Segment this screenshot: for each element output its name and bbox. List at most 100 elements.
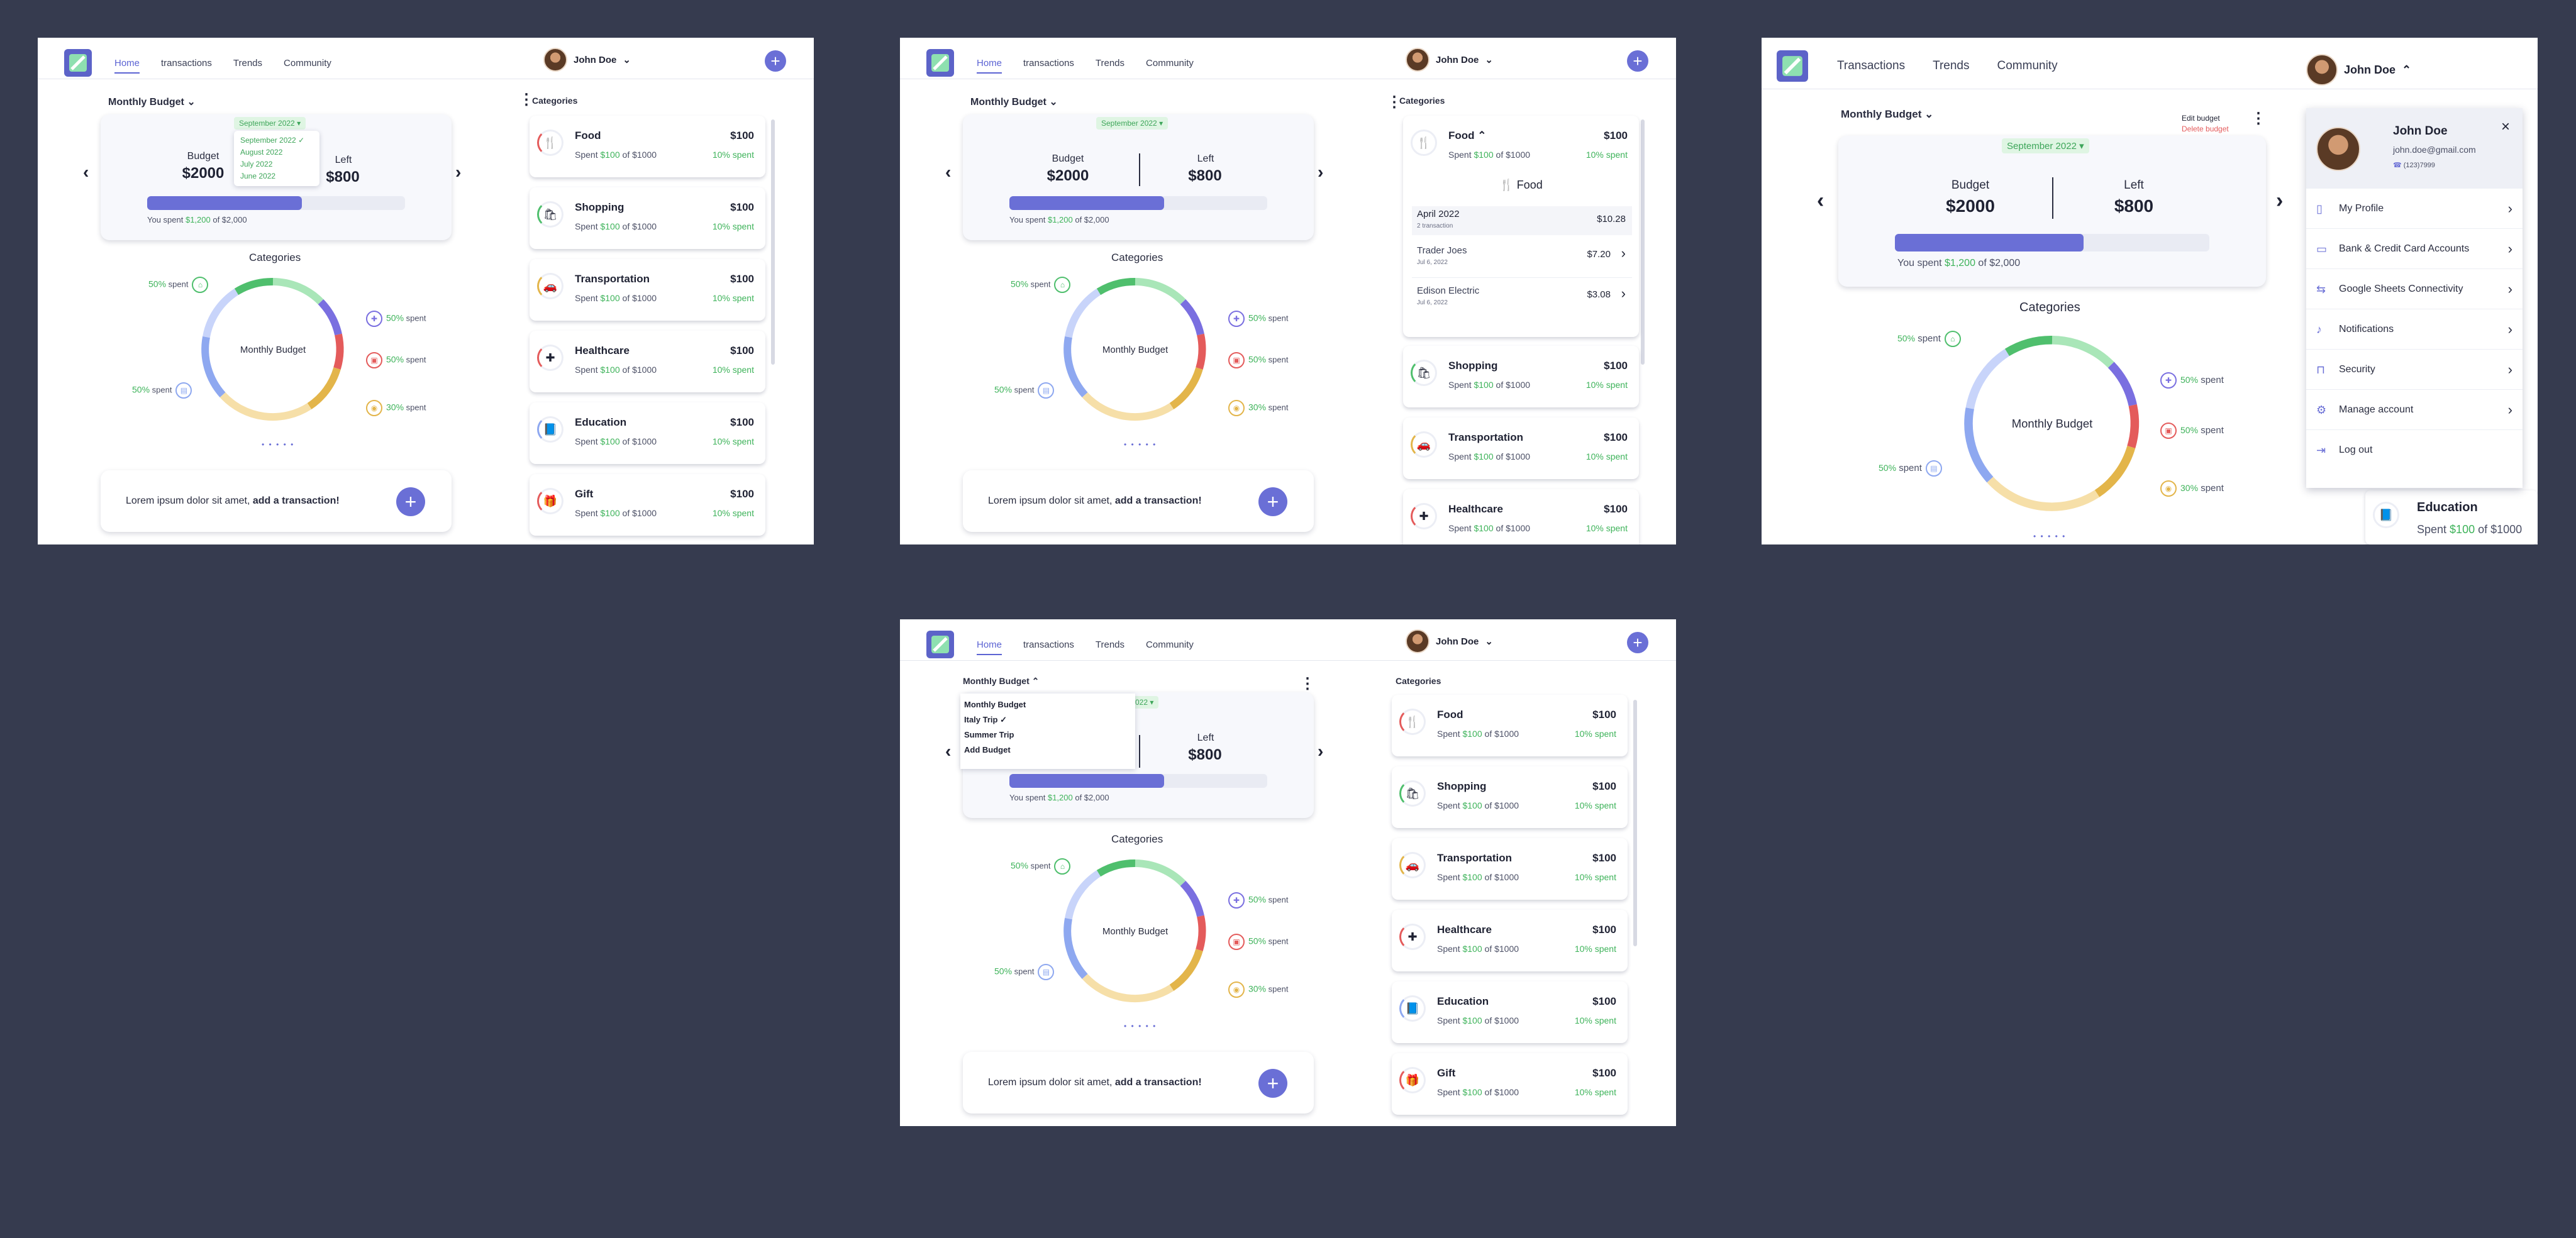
month-option[interactable]: June 2022 (240, 172, 276, 180)
category-card[interactable]: 🎁 Gift Spent $100 of $1000 $100 10% spent (530, 474, 765, 536)
transaction-row[interactable]: Trader Joes Jul 6, 2022 $7.20 › (1412, 241, 1632, 278)
next-arrow-icon[interactable]: › (1318, 741, 1324, 761)
category-card[interactable]: 🛍 Shopping Spent $100 of $1000 $100 10% spen… (1403, 346, 1639, 407)
budget-option[interactable]: Summer Trip (964, 730, 1014, 739)
app-logo[interactable] (926, 631, 954, 658)
category-amount: $100 (1592, 995, 1616, 1007)
transaction-row[interactable]: Edison Electric Jul 6, 2022 $3.08 › (1412, 282, 1632, 318)
scrollbar[interactable] (1641, 119, 1645, 365)
scrollbar[interactable] (1633, 700, 1637, 946)
category-card[interactable]: ✚ Healthcare Spent $100 of $1000 $100 10% sp… (1392, 910, 1628, 971)
nav-trends[interactable]: Trends (1933, 59, 1970, 72)
add-transaction-button[interactable]: + (396, 487, 425, 516)
add-button[interactable]: + (765, 50, 786, 72)
month-option[interactable]: September 2022 ✓ (240, 136, 305, 145)
menu-log-out[interactable]: ⇥ Log out (2306, 430, 2523, 470)
nav-community[interactable]: Community (284, 58, 331, 69)
delete-budget-option[interactable]: Delete budget (2182, 124, 2229, 133)
nav-community[interactable]: Community (1146, 639, 1194, 650)
nav-trends[interactable]: Trends (233, 58, 263, 69)
user-menu[interactable]: John Doe ⌄ (1406, 629, 1493, 653)
add-transaction-button[interactable]: + (1258, 487, 1287, 516)
budget-option[interactable]: Add Budget (964, 745, 1011, 754)
user-menu[interactable]: John Doe ⌄ (543, 48, 631, 72)
nav-community[interactable]: Community (1146, 58, 1194, 69)
category-card[interactable]: 🛍 Shopping Spent $100 of $1000 $100 10% spen… (530, 187, 765, 249)
user-menu[interactable]: John Doe ⌃ (2306, 54, 2411, 86)
category-amount: $100 (1592, 924, 1616, 936)
scrollbar[interactable] (771, 119, 775, 365)
menu-google-sheets[interactable]: ⇆ Google Sheets Connectivity › (2306, 269, 2523, 309)
edit-budget-option[interactable]: Edit budget (2182, 114, 2220, 123)
next-arrow-icon[interactable]: › (2276, 189, 2284, 213)
category-card[interactable]: 🛍 Shopping Spent $100 of $1000 $100 10% spen… (1392, 766, 1628, 828)
prev-arrow-icon[interactable]: ‹ (83, 162, 89, 182)
nav-transactions[interactable]: Transactions (1837, 59, 1906, 72)
next-arrow-icon[interactable]: › (455, 162, 462, 182)
category-card[interactable]: ✚ Healthcare Spent $100 of $1000 $100 10% sp… (1403, 489, 1639, 544)
menu-manage-account[interactable]: ⚙ Manage account › (2306, 390, 2523, 430)
app-logo[interactable] (64, 49, 92, 77)
category-card[interactable]: 📘 Education Spent $100 of $1000 $100 10% spe… (530, 402, 765, 464)
month-option[interactable]: July 2022 (240, 160, 273, 169)
menu-security[interactable]: ⊓ Security › (2306, 350, 2523, 390)
budget-selector[interactable]: Monthly Budget ⌄ (1841, 108, 1933, 121)
menu-bank-accounts[interactable]: ▭ Bank & Credit Card Accounts › (2306, 229, 2523, 269)
category-card[interactable]: 🚗 Transportation Spent $100 of $1000 $100 10… (530, 259, 765, 321)
nav-transactions[interactable]: transactions (1023, 58, 1074, 69)
month-selector[interactable]: September 2022 ▾ (234, 117, 306, 130)
nav-home[interactable]: Home (977, 58, 1002, 74)
category-card[interactable]: 🎁 Gift Spent $100 of $1000 $100 10% spent (1392, 1053, 1628, 1115)
carousel-dots[interactable]: • • • • • (2033, 532, 2067, 541)
budget-option[interactable]: Monthly Budget (964, 700, 1026, 709)
app-logo[interactable] (1777, 50, 1808, 82)
nav-home[interactable]: Home (114, 58, 140, 74)
budget-selector[interactable]: Monthly Budget ⌄ (108, 96, 196, 108)
budget-selector[interactable]: Monthly Budget ⌃ (963, 676, 1039, 687)
carousel-dots[interactable]: • • • • • (1124, 1022, 1157, 1031)
month-selector[interactable]: September 2022 ▾ (1096, 117, 1169, 130)
budget-selector[interactable]: Monthly Budget ⌄ (970, 96, 1058, 108)
category-card[interactable]: 📘 Education Spent $100 of $1000 $100 10% spe… (1392, 981, 1628, 1043)
menu-my-profile[interactable]: ▯ My Profile › (2306, 189, 2523, 229)
left-label: Left (335, 155, 352, 165)
add-button[interactable]: + (1627, 632, 1648, 653)
category-card[interactable]: 🍴 Food Spent $100 of $1000 $100 10% spent (530, 116, 765, 177)
category-card[interactable]: ✚ Healthcare Spent $100 of $1000 $100 10% sp… (530, 331, 765, 392)
nav-transactions[interactable]: transactions (1023, 639, 1074, 650)
prev-arrow-icon[interactable]: ‹ (945, 741, 952, 761)
category-card[interactable]: 🚗 Transportation Spent $100 of $1000 $100 10… (1392, 838, 1628, 900)
nav-home[interactable]: Home (977, 639, 1002, 655)
carousel-dots[interactable]: • • • • • (262, 440, 295, 449)
nav-trends[interactable]: Trends (1095, 58, 1125, 69)
prev-arrow-icon[interactable]: ‹ (945, 162, 952, 182)
budget-selector-label: Monthly Budget (963, 676, 1030, 686)
month-option[interactable]: August 2022 (240, 148, 283, 157)
category-card[interactable]: 🍴 Food Spent $100 of $1000 $100 10% spent (1392, 695, 1628, 756)
category-card[interactable]: 🚗 Transportation Spent $100 of $1000 $100 10… (1403, 417, 1639, 479)
month-selector[interactable]: September 2022 ▾ (2002, 138, 2089, 153)
categories-title: Categories (1111, 833, 1163, 845)
prev-arrow-icon[interactable]: ‹ (1817, 189, 1824, 213)
nav-trends[interactable]: Trends (1095, 639, 1125, 650)
nav-transactions[interactable]: transactions (161, 58, 212, 69)
spent-text: You spent $1,200 of $2,000 (1009, 215, 1109, 224)
carousel-dots[interactable]: • • • • • (1124, 440, 1157, 449)
close-icon[interactable]: × (2501, 118, 2510, 135)
nav-community[interactable]: Community (1997, 59, 2058, 72)
fork-knife-icon: 🍴 (1499, 179, 1514, 191)
more-options-icon[interactable]: ⋮ (519, 91, 534, 108)
budget-option[interactable]: Italy Trip ✓ (964, 715, 1007, 724)
food-category-expanded[interactable]: 🍴 Food ⌃ Spent $100 of $1000 $100 10% sp… (1403, 116, 1639, 337)
next-arrow-icon[interactable]: › (1318, 162, 1324, 182)
health-icon: ✚ (537, 345, 564, 371)
add-transaction-button[interactable]: + (1258, 1069, 1287, 1098)
app-logo[interactable] (926, 49, 954, 77)
more-options-icon[interactable]: ⋮ (1300, 675, 1315, 692)
more-options-icon[interactable]: ⋮ (2251, 110, 2266, 127)
user-menu[interactable]: John Doe ⌄ (1406, 48, 1493, 72)
legend-item: ◉ 30% spent (2157, 480, 2224, 497)
menu-notifications[interactable]: ♪ Notifications › (2306, 309, 2523, 350)
add-button[interactable]: + (1627, 50, 1648, 72)
category-card-education[interactable]: 📘 Education Spent $100 of $1000 (2365, 490, 2538, 544)
